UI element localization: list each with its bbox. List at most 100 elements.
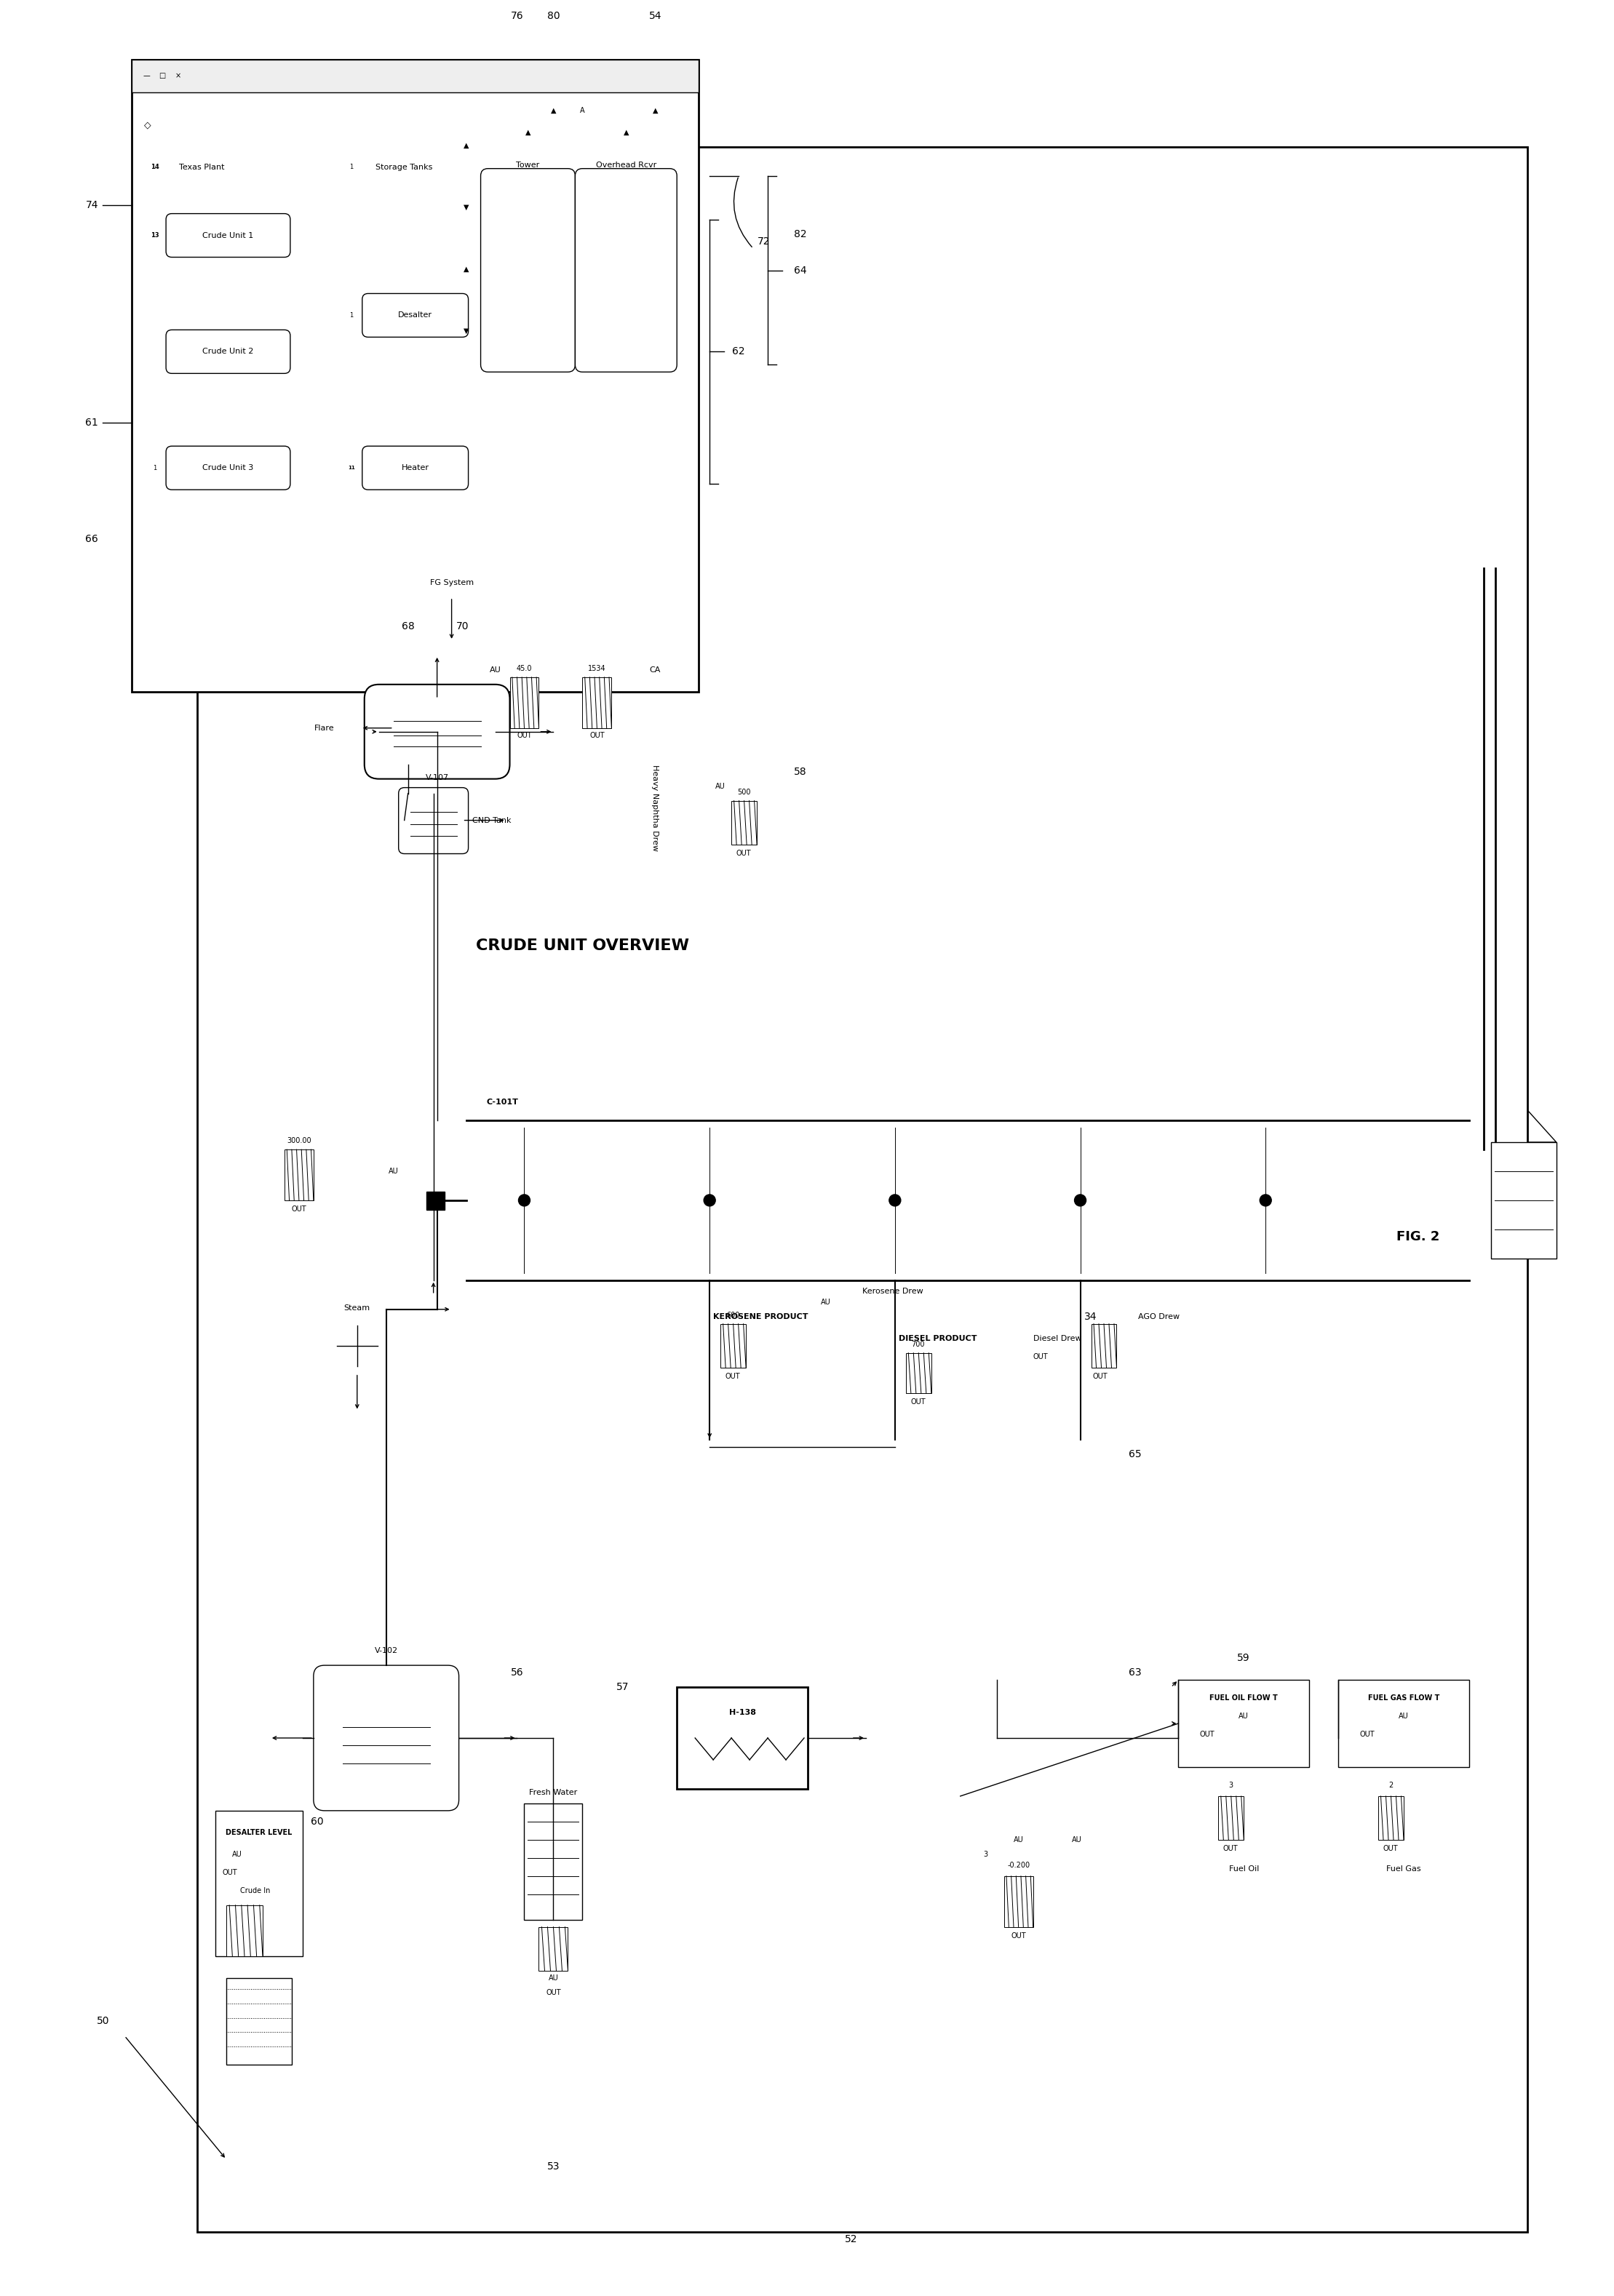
Text: Crude Unit 3: Crude Unit 3 bbox=[202, 464, 253, 471]
Text: OUT: OUT bbox=[516, 732, 531, 739]
Text: 11: 11 bbox=[347, 466, 355, 471]
Circle shape bbox=[1261, 1194, 1272, 1205]
Bar bbox=[525, 1802, 583, 1919]
Text: 74: 74 bbox=[86, 200, 98, 209]
Text: OUT: OUT bbox=[292, 1205, 307, 1212]
Text: Diesel Drew: Diesel Drew bbox=[1033, 1334, 1081, 1341]
Text: -0.200: -0.200 bbox=[1007, 1862, 1030, 1869]
Text: 14: 14 bbox=[150, 163, 160, 170]
Text: 68: 68 bbox=[402, 622, 415, 631]
Bar bbox=[426, 1192, 444, 1210]
Text: 61: 61 bbox=[86, 418, 98, 427]
Text: FUEL OIL FLOW T: FUEL OIL FLOW T bbox=[1209, 1694, 1278, 1701]
Text: Crude Unit 1: Crude Unit 1 bbox=[202, 232, 253, 239]
Text: ▲: ▲ bbox=[525, 129, 531, 135]
Bar bbox=[539, 1926, 568, 1970]
Bar bbox=[731, 801, 757, 845]
Text: 64: 64 bbox=[794, 264, 807, 276]
Bar bbox=[1491, 1141, 1556, 1258]
Bar bbox=[1378, 1795, 1404, 1839]
Text: AU: AU bbox=[1014, 1837, 1023, 1844]
Text: 45.0: 45.0 bbox=[516, 666, 533, 673]
Text: OUT: OUT bbox=[589, 732, 605, 739]
Text: Fresh Water: Fresh Water bbox=[529, 1789, 578, 1795]
Text: Crude Unit 2: Crude Unit 2 bbox=[202, 349, 253, 356]
Text: □: □ bbox=[160, 71, 166, 78]
Circle shape bbox=[704, 1194, 715, 1205]
Bar bbox=[1219, 1795, 1244, 1839]
Text: 53: 53 bbox=[547, 2161, 560, 2172]
Text: 56: 56 bbox=[510, 1667, 523, 1678]
Text: DIESEL PRODUCT: DIESEL PRODUCT bbox=[899, 1334, 976, 1341]
Text: OUT: OUT bbox=[1383, 1844, 1398, 1853]
Text: OUT: OUT bbox=[910, 1398, 926, 1405]
Text: AU: AU bbox=[1240, 1713, 1249, 1720]
Text: V-107: V-107 bbox=[426, 774, 449, 781]
Text: Storage Tanks: Storage Tanks bbox=[376, 163, 433, 170]
Text: FUEL GAS FLOW T: FUEL GAS FLOW T bbox=[1369, 1694, 1440, 1701]
Text: 1: 1 bbox=[349, 163, 353, 170]
Text: OUT: OUT bbox=[1361, 1731, 1375, 1738]
Bar bbox=[583, 677, 612, 728]
Circle shape bbox=[518, 1194, 529, 1205]
FancyBboxPatch shape bbox=[166, 445, 291, 489]
FancyBboxPatch shape bbox=[399, 788, 468, 854]
Bar bbox=[676, 1688, 807, 1789]
Text: CA: CA bbox=[649, 666, 660, 673]
Text: AU: AU bbox=[822, 1300, 831, 1306]
Text: C-101T: C-101T bbox=[486, 1097, 518, 1107]
Text: FG System: FG System bbox=[429, 579, 473, 585]
Text: 500: 500 bbox=[738, 788, 751, 797]
Text: Tower: Tower bbox=[516, 161, 539, 168]
FancyBboxPatch shape bbox=[362, 294, 468, 338]
Text: 3: 3 bbox=[983, 1851, 988, 1857]
Text: 57: 57 bbox=[617, 1683, 629, 1692]
Text: 1: 1 bbox=[153, 464, 157, 471]
Circle shape bbox=[889, 1194, 901, 1205]
Text: 80: 80 bbox=[547, 11, 560, 21]
Text: 600: 600 bbox=[726, 1311, 739, 1318]
Text: Kerosene Drew: Kerosene Drew bbox=[862, 1288, 923, 1295]
Text: OUT: OUT bbox=[1010, 1931, 1027, 1940]
Text: 62: 62 bbox=[733, 347, 746, 356]
Text: Heavy Naphtha Drew: Heavy Naphtha Drew bbox=[652, 765, 659, 852]
Text: ▲: ▲ bbox=[550, 108, 557, 115]
Text: AU: AU bbox=[489, 666, 500, 673]
Text: 52: 52 bbox=[846, 2234, 857, 2245]
Text: ▲: ▲ bbox=[652, 108, 659, 115]
Bar bbox=[1004, 1876, 1033, 1926]
Text: Crude In: Crude In bbox=[240, 1887, 271, 1894]
Text: A: A bbox=[579, 108, 584, 115]
Text: KEROSENE PRODUCT: KEROSENE PRODUCT bbox=[713, 1313, 809, 1320]
Text: —: — bbox=[142, 71, 150, 78]
FancyBboxPatch shape bbox=[362, 445, 468, 489]
Text: Texas Plant: Texas Plant bbox=[179, 163, 224, 170]
Bar bbox=[905, 1352, 931, 1394]
FancyBboxPatch shape bbox=[575, 168, 676, 372]
Text: OUT: OUT bbox=[1199, 1731, 1215, 1738]
Bar bbox=[1178, 1681, 1309, 1768]
Text: AU: AU bbox=[232, 1851, 242, 1857]
Text: 76: 76 bbox=[510, 11, 523, 21]
Bar bbox=[132, 60, 699, 92]
Text: Desalter: Desalter bbox=[399, 312, 433, 319]
Text: 300.00: 300.00 bbox=[287, 1137, 312, 1143]
Text: CND Tank: CND Tank bbox=[473, 817, 512, 824]
Text: AU: AU bbox=[1072, 1837, 1081, 1844]
Text: OUT: OUT bbox=[546, 1988, 560, 1995]
Ellipse shape bbox=[1448, 1120, 1491, 1281]
Text: OUT: OUT bbox=[1033, 1352, 1047, 1359]
Bar bbox=[226, 1977, 292, 2064]
Text: 58: 58 bbox=[794, 767, 807, 776]
Text: ▲: ▲ bbox=[463, 264, 470, 273]
Text: ▼: ▼ bbox=[463, 204, 470, 211]
Text: 2: 2 bbox=[1388, 1782, 1393, 1789]
Bar bbox=[510, 677, 539, 728]
Text: DESALTER LEVEL: DESALTER LEVEL bbox=[226, 1830, 292, 1837]
Text: AGO Drew: AGO Drew bbox=[1138, 1313, 1180, 1320]
Text: 1534: 1534 bbox=[587, 666, 605, 673]
Text: V-102: V-102 bbox=[374, 1646, 399, 1655]
FancyBboxPatch shape bbox=[166, 331, 291, 374]
Text: 82: 82 bbox=[794, 230, 807, 239]
Text: 3: 3 bbox=[1228, 1782, 1233, 1789]
